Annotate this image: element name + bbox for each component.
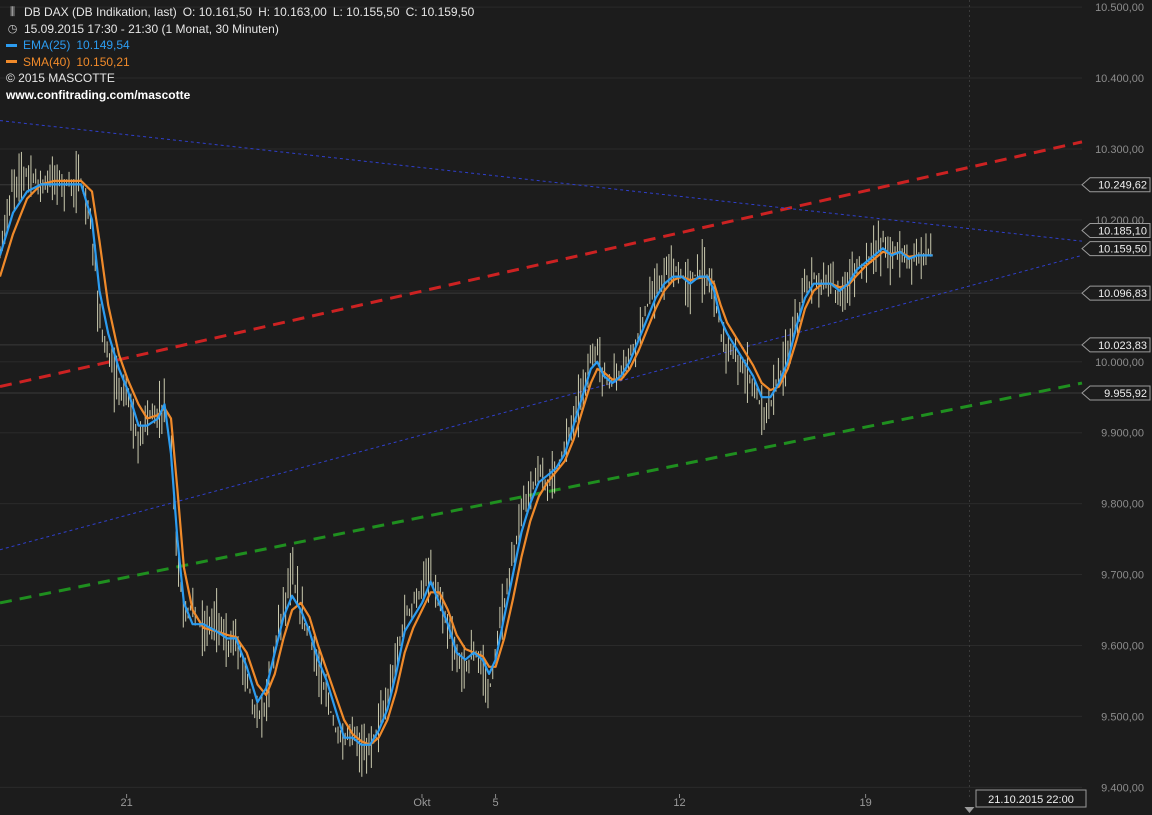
price-tag-box — [1081, 177, 1151, 193]
open-value: O: 10.161,50 — [182, 5, 253, 19]
price-tag-label: 9.955,92 — [1104, 388, 1147, 400]
ema-line — [0, 183, 933, 746]
y-tick-label: 9.900,00 — [1101, 428, 1144, 440]
price-tag-label: 10.096,83 — [1098, 288, 1147, 300]
ema-value: 10.149,54 — [76, 38, 130, 52]
resistance-trendline — [0, 140, 1083, 389]
website-row[interactable]: www.confitrading.com/mascotte — [6, 87, 474, 104]
price-tag-label: 10.023,83 — [1098, 340, 1147, 352]
low-value: L: 10.155,50 — [332, 5, 400, 19]
cursor-date-pointer — [964, 807, 975, 813]
ema-legend-row[interactable]: EMA(25) 10.149,54 — [6, 37, 474, 54]
y-tick-label: 10.500,00 — [1095, 2, 1144, 14]
y-tick-label: 9.700,00 — [1101, 570, 1144, 582]
y-tick-label: 9.600,00 — [1101, 640, 1144, 652]
cursor-date-label: 21.10.2015 22:00 — [988, 794, 1074, 806]
website-link[interactable]: www.confitrading.com/mascotte — [6, 87, 191, 102]
x-tick-label: 21 — [120, 797, 132, 809]
y-tick-label: 9.500,00 — [1101, 711, 1144, 723]
price-label-tags: 10.249,62 10.185,10 10.159,50 10.096,83 10.0… — [1081, 177, 1151, 401]
price-tag-box — [1081, 222, 1151, 238]
price-tag-label: 10.249,62 — [1098, 180, 1147, 192]
period-row: ◷ 15.09.2015 17:30 - 21:30 (1 Monat, 30 … — [6, 21, 474, 38]
high-value: H: 10.163,00 — [258, 5, 327, 19]
y-tick-label: 10.000,00 — [1095, 357, 1144, 369]
x-tick-label: 19 — [859, 797, 871, 809]
upper-channel-trendline — [0, 120, 1083, 242]
price-level-lines — [0, 0, 1082, 798]
x-axis: 21 Okt 5 12 19 21.10.2015 22:00 — [120, 789, 1087, 813]
candles-icon: ⫼ — [9, 6, 16, 18]
sma-legend-row[interactable]: SMA(40) 10.150,21 — [6, 54, 474, 71]
sma-value: 10.150,21 — [76, 54, 130, 69]
lower-channel-trendline — [0, 254, 1083, 551]
clock-icon: ◷ — [7, 22, 18, 35]
x-tick-label: 5 — [492, 797, 498, 809]
ema-swatch — [6, 43, 17, 47]
price-tag-box — [1081, 285, 1151, 301]
instrument-row: ⫼ DB DAX (DB Indikation, last) O: 10.161… — [6, 4, 474, 21]
sma-label: SMA(40) — [23, 54, 71, 69]
horizontal-gridlines — [0, 6, 1082, 788]
copyright-row: © 2015 MASCOTTE — [6, 70, 474, 87]
price-tag-box — [1081, 241, 1151, 257]
cursor-date-box — [975, 789, 1087, 808]
ema-label: EMA(25) — [23, 38, 71, 52]
period-text: 15.09.2015 17:30 - 21:30 (1 Monat, 30 Mi… — [24, 21, 279, 36]
y-tick-label: 9.400,00 — [1101, 782, 1144, 794]
price-tag-box — [1081, 385, 1151, 401]
instrument-title: DB DAX (DB Indikation, last) — [24, 5, 177, 19]
y-tick-label: 10.300,00 — [1095, 144, 1144, 156]
x-tick-label: Okt — [413, 797, 430, 809]
price-tag-label: 10.159,50 — [1098, 244, 1147, 256]
price-tag-label: 10.185,10 — [1098, 225, 1147, 237]
y-tick-label: 9.800,00 — [1101, 499, 1144, 511]
y-tick-label: 10.400,00 — [1095, 73, 1144, 85]
moving-averages — [0, 179, 933, 746]
price-candles — [0, 150, 932, 777]
chart-info-panel: ⫼ DB DAX (DB Indikation, last) O: 10.161… — [6, 4, 474, 103]
copyright-text: © 2015 MASCOTTE — [6, 71, 115, 85]
x-tick-label: 12 — [673, 797, 685, 809]
sma-swatch — [6, 60, 17, 64]
close-value: C: 10.159,50 — [405, 5, 475, 19]
price-tag-box — [1081, 337, 1151, 353]
